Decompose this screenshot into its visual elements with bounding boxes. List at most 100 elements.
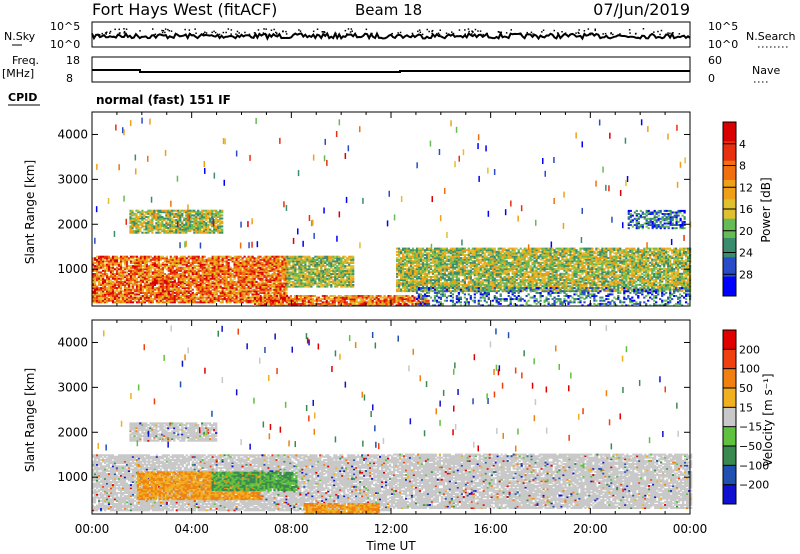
echo-cell: [279, 274, 282, 277]
echo-cell: [396, 274, 399, 277]
power-panel-background: [92, 112, 690, 306]
echo-cell: [402, 280, 405, 283]
echo-cell: [211, 301, 214, 304]
echo-cell: [167, 209, 170, 212]
echo-cell: [235, 266, 238, 269]
echo-cell: [273, 282, 276, 285]
nsearch-tick-top: 10^5: [708, 20, 738, 33]
noise-search-point: [101, 32, 103, 35]
echo-cell: [113, 282, 117, 285]
echo-cell: [145, 225, 148, 228]
echo-cell: [350, 282, 353, 285]
echo-cell: [443, 283, 446, 286]
echo-cell: [306, 271, 309, 274]
echo-cell: [320, 273, 323, 275]
echo-cell: [302, 262, 305, 264]
echo-cell: [285, 293, 288, 296]
echo-cell: [413, 260, 417, 263]
echo-cell: [161, 209, 164, 212]
echo-cell: [338, 255, 341, 258]
echo-cell: [241, 284, 244, 286]
echo-cell: [159, 258, 162, 261]
nave-tick-top: 60: [708, 54, 722, 67]
echo-cell: [281, 293, 284, 296]
echo-cell: [119, 263, 123, 266]
echo-cell: [157, 263, 160, 266]
echo-cell: [279, 277, 282, 280]
echo-cell: [339, 296, 342, 299]
noise-search-point: [591, 33, 594, 35]
echo-cell: [191, 291, 194, 294]
echo-cell: [445, 283, 448, 286]
echo-cell: [271, 285, 274, 288]
echo-cell: [429, 280, 433, 283]
echo-cell: [179, 230, 182, 233]
echo-cell: [346, 269, 349, 272]
echo-cell: [201, 293, 204, 296]
echo-cell: [417, 264, 421, 267]
echo-cell: [231, 280, 234, 283]
echo-cell: [211, 230, 214, 233]
echo-cell: [153, 277, 156, 280]
echo-cell: [407, 282, 411, 285]
echo-cell: [245, 273, 248, 275]
echo-cell: [417, 247, 421, 250]
echo-cell: [330, 262, 333, 264]
echo-cell: [288, 266, 291, 269]
echo-cell: [185, 217, 188, 220]
echo-cell: [207, 212, 210, 215]
echo-cell: [445, 275, 448, 278]
echo-cell: [231, 269, 234, 272]
echo-cell: [334, 282, 337, 285]
echo-cell: [259, 291, 262, 294]
echo-cell: [179, 263, 182, 266]
echo-cell: [131, 255, 135, 258]
echo-cell: [261, 257, 264, 260]
echo-cell: [217, 220, 220, 223]
echo-cell: [302, 284, 305, 286]
echo-cell: [109, 296, 113, 299]
echo-cell: [205, 280, 208, 283]
echo-cell: [413, 283, 417, 286]
echo-cell: [411, 285, 415, 288]
echo-cell: [113, 295, 117, 297]
echo-cell: [247, 262, 250, 264]
echo-cell: [411, 282, 415, 285]
echo-cell: [197, 231, 200, 234]
echo-cell: [199, 277, 202, 280]
echo-cell: [215, 291, 218, 294]
echo-cell: [285, 295, 289, 297]
echo-cell: [215, 276, 218, 279]
echo-cell: [328, 255, 331, 258]
echo-cell: [415, 264, 419, 267]
echo-cell: [217, 262, 220, 264]
echo-cell: [437, 277, 440, 280]
echo-cell: [405, 271, 409, 274]
noise-search-point: [587, 28, 590, 30]
echo-cell: [352, 271, 355, 274]
echo-cell: [294, 260, 297, 263]
echo-cell: [173, 257, 176, 260]
echo-cell: [439, 253, 442, 256]
noise-search-point: [235, 33, 237, 35]
echo-cell: [319, 298, 322, 301]
echo-cell: [121, 276, 125, 279]
echo-cell: [294, 265, 297, 268]
echo-cell: [393, 298, 396, 301]
echo-cell: [445, 258, 448, 261]
echo-cell: [199, 274, 202, 277]
echo-cell: [267, 271, 270, 274]
echo-cell: [441, 252, 444, 255]
echo-cell: [179, 231, 182, 234]
echo-cell: [249, 273, 252, 275]
echo-cell: [121, 293, 125, 296]
echo-cell: [94, 288, 97, 291]
echo-cell: [143, 217, 146, 220]
echo-cell: [352, 276, 355, 279]
echo-cell: [133, 262, 137, 264]
echo-cell: [185, 225, 188, 228]
echo-cell: [310, 280, 313, 283]
echo-cell: [209, 273, 212, 275]
echo-cell: [147, 231, 150, 234]
echo-cell: [328, 279, 331, 282]
